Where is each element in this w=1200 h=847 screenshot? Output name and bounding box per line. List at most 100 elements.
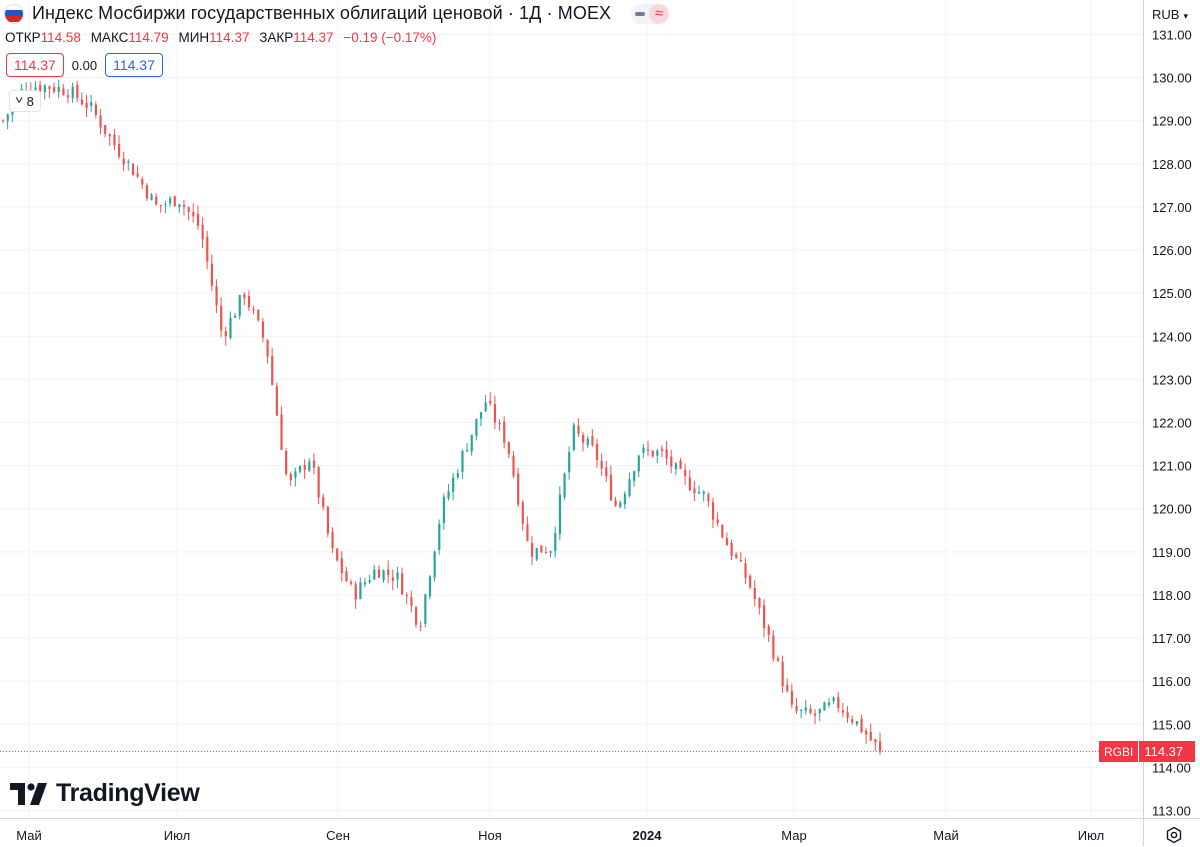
candle-body bbox=[586, 438, 589, 446]
open-label: ОТКР bbox=[5, 30, 41, 45]
y-tick-label: 125.00 bbox=[1152, 286, 1192, 301]
high-value: 114.79 bbox=[128, 30, 169, 45]
candle-body bbox=[155, 196, 158, 205]
candle-body bbox=[424, 594, 427, 624]
caret-down-icon: ▾ bbox=[1183, 11, 1188, 21]
candle-body bbox=[387, 569, 390, 575]
candle-body bbox=[739, 560, 742, 562]
spread-value: 0.00 bbox=[71, 57, 98, 73]
candle-body bbox=[484, 402, 487, 412]
candle-body bbox=[637, 455, 640, 472]
candle-body bbox=[150, 194, 153, 201]
indicators-toggle-button[interactable]: ˅ 8 bbox=[9, 90, 41, 112]
candle-body bbox=[758, 598, 761, 608]
candle-body bbox=[619, 502, 622, 507]
candle-body bbox=[679, 460, 682, 469]
buy-button[interactable]: 114.37 bbox=[105, 53, 163, 77]
candle-body bbox=[823, 702, 826, 711]
y-tick-label: 128.00 bbox=[1152, 157, 1192, 172]
candle-body bbox=[721, 525, 724, 538]
x-tick-label: Мар bbox=[781, 828, 806, 843]
candle-body bbox=[326, 506, 330, 534]
candle-body bbox=[99, 115, 102, 128]
candle-body bbox=[804, 707, 807, 711]
candle-body bbox=[554, 533, 557, 552]
candle-body bbox=[298, 466, 302, 472]
candle-body bbox=[71, 86, 74, 99]
candle-body bbox=[660, 448, 664, 451]
candle-body bbox=[169, 198, 172, 204]
y-tick-label: 118.00 bbox=[1152, 588, 1191, 603]
candle-body bbox=[725, 538, 729, 546]
chevron-down-icon: ˅ bbox=[15, 95, 24, 107]
currency-label: RUB bbox=[1152, 7, 1180, 22]
candle-body bbox=[308, 461, 311, 471]
candle-body bbox=[591, 436, 594, 446]
candle-body bbox=[716, 519, 719, 524]
candle-body bbox=[642, 447, 645, 454]
candle-body bbox=[879, 741, 882, 752]
x-tick-label: Ноя bbox=[478, 828, 502, 843]
candle-body bbox=[396, 572, 399, 580]
grid-lines bbox=[0, 0, 1143, 818]
candle-body bbox=[34, 87, 37, 92]
y-tick-label: 129.00 bbox=[1152, 114, 1192, 129]
candle-body bbox=[489, 400, 492, 404]
tradingview-logo[interactable]: TradingView bbox=[10, 779, 200, 808]
candle-body bbox=[795, 706, 798, 712]
candle-body bbox=[312, 460, 316, 468]
chart-title: Индекс Мосбиржи государственных облигаци… bbox=[32, 3, 612, 23]
y-tick-label: 120.00 bbox=[1152, 502, 1192, 517]
x-tick-label: Сен bbox=[326, 828, 350, 843]
candle-body bbox=[90, 102, 93, 107]
candle-body bbox=[173, 196, 176, 207]
low-value: 114.37 bbox=[209, 30, 250, 45]
candle-body bbox=[809, 708, 812, 714]
candle-body bbox=[609, 474, 613, 501]
y-tick-label: 126.00 bbox=[1152, 243, 1192, 258]
time-axis[interactable]: Май Июл Сен Ноя 2024 Мар Май Июл bbox=[0, 818, 1200, 844]
candle-body bbox=[456, 473, 459, 478]
close-label: ЗАКР bbox=[259, 30, 294, 45]
candle-body bbox=[582, 435, 585, 443]
candle-body bbox=[192, 211, 195, 217]
candle-body bbox=[614, 500, 617, 506]
open-value: 114.58 bbox=[40, 30, 81, 45]
candle-body bbox=[851, 719, 854, 723]
chart-header: Индекс Мосбиржи государственных облигаци… bbox=[4, 3, 670, 24]
candle-body bbox=[210, 263, 214, 286]
y-tick-label: 113.00 bbox=[1152, 803, 1191, 818]
candle-body bbox=[363, 582, 367, 585]
candle-body bbox=[108, 134, 111, 137]
candle-body bbox=[368, 580, 371, 583]
candle-body bbox=[257, 309, 260, 321]
candle-body bbox=[359, 582, 362, 599]
candle-body bbox=[517, 473, 520, 505]
candle-body bbox=[438, 523, 441, 550]
price-axis[interactable]: 131.00 130.00 129.00 128.00 127.00 126.00 125.… bbox=[1143, 0, 1192, 846]
minus-icon bbox=[631, 4, 649, 24]
candle-body bbox=[470, 434, 473, 452]
candle-body bbox=[76, 84, 79, 99]
change-value: −0.19 (−0.17%) bbox=[343, 30, 437, 45]
candle-body bbox=[753, 587, 756, 600]
candle-body bbox=[447, 491, 450, 499]
y-tick-label: 116.00 bbox=[1152, 674, 1191, 689]
candlestick-series bbox=[2, 79, 882, 755]
candle-body bbox=[772, 635, 775, 659]
russia-flag-icon bbox=[4, 3, 24, 24]
status-pill[interactable]: ≈ bbox=[631, 3, 670, 24]
sell-button[interactable]: 114.37 bbox=[6, 53, 64, 77]
candle-body bbox=[776, 658, 780, 661]
x-tick-label: Июл bbox=[1078, 828, 1104, 843]
currency-selector[interactable]: RUB ▾ bbox=[1144, 0, 1200, 26]
candle-body bbox=[294, 471, 297, 478]
y-tick-label: 117.00 bbox=[1152, 631, 1191, 646]
candle-body bbox=[331, 532, 334, 549]
candle-body bbox=[405, 595, 408, 597]
gear-icon[interactable] bbox=[1162, 823, 1186, 847]
candle-body bbox=[433, 551, 436, 578]
candle-body bbox=[526, 524, 529, 541]
candle-body bbox=[600, 461, 603, 469]
